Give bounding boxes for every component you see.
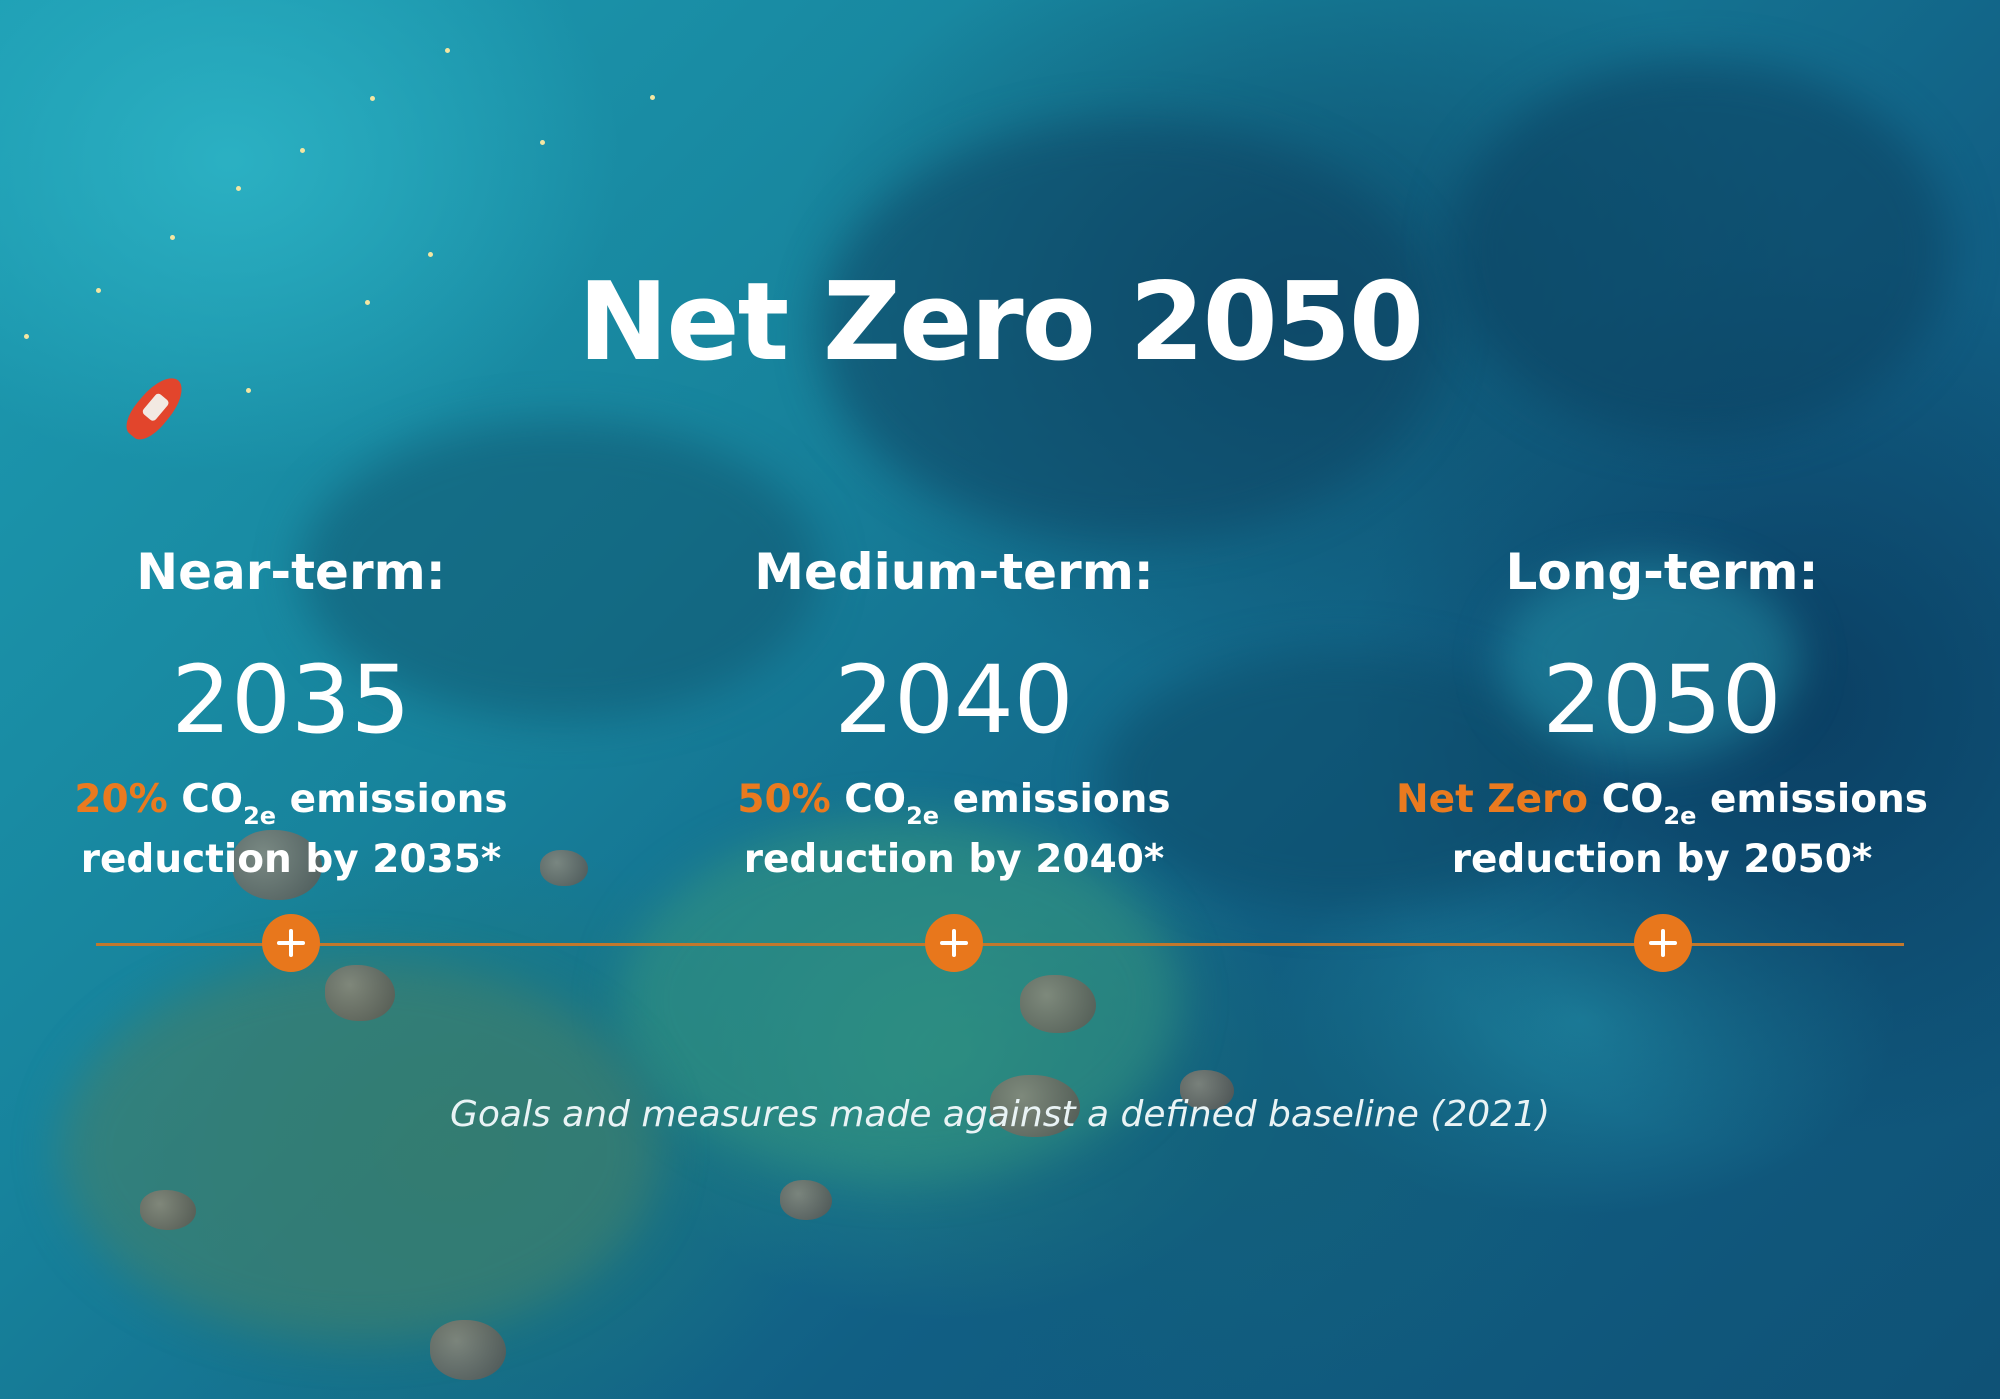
- target-year: 2040: [834, 646, 1074, 755]
- milestone-medium-term: Medium-term: 2040 50% CO2e emissions red…: [674, 540, 1234, 887]
- term-label: Long-term:: [1505, 543, 1819, 601]
- light-sand-patch: [1500, 560, 1800, 760]
- reduction-text: reduction by 2040*: [743, 837, 1165, 882]
- co2-subscript: 2e: [1663, 802, 1697, 830]
- buoy-dot: [96, 288, 101, 293]
- term-label: Medium-term:: [754, 543, 1154, 601]
- dark-seaweed-patch: [820, 120, 1440, 540]
- buoy-dot: [246, 388, 251, 393]
- timeline-line: [96, 943, 1904, 946]
- reduction-text: reduction by 2035*: [80, 837, 502, 882]
- plus-icon: [940, 929, 968, 957]
- goal-text: 50% CO2e emissions reduction by 2040*: [674, 772, 1234, 887]
- goal-highlight: 50%: [737, 777, 831, 822]
- rock: [1180, 1070, 1234, 1110]
- emissions-word: emissions: [952, 777, 1171, 822]
- buoy-dot: [300, 148, 305, 153]
- target-year: 2035: [171, 646, 411, 755]
- page-title: Net Zero 2050: [577, 260, 1424, 385]
- dark-seaweed-patch: [1100, 650, 1580, 910]
- rock: [325, 965, 395, 1021]
- expand-near-term-button[interactable]: [262, 914, 320, 972]
- rock: [140, 1190, 196, 1230]
- milestone-long-term: Long-term: 2050 Net Zero CO2e emissions …: [1382, 540, 1942, 887]
- co2-subscript: 2e: [906, 802, 940, 830]
- goal-text: Net Zero CO2e emissions reduction by 205…: [1382, 772, 1942, 887]
- reduction-text: reduction by 2050*: [1451, 837, 1873, 882]
- rock: [430, 1320, 506, 1380]
- co2-label: CO: [844, 777, 907, 822]
- buoy-dot: [236, 186, 241, 191]
- dark-seaweed-patch: [1450, 60, 1950, 440]
- co2-subscript: 2e: [243, 802, 277, 830]
- term-label: Near-term:: [136, 543, 446, 601]
- goal-highlight: 20%: [74, 777, 168, 822]
- plus-icon: [1649, 929, 1677, 957]
- dark-seaweed-patch: [300, 420, 820, 720]
- co2-label: CO: [1601, 777, 1664, 822]
- milestone-near-term: Near-term: 2035 20% CO2e emissions reduc…: [11, 540, 571, 887]
- rock: [780, 1180, 832, 1220]
- expand-medium-term-button[interactable]: [925, 914, 983, 972]
- expand-long-term-button[interactable]: [1634, 914, 1692, 972]
- buoy-dot: [650, 95, 655, 100]
- buoy-dot: [428, 252, 433, 257]
- rock: [232, 830, 322, 900]
- rock: [990, 1075, 1080, 1137]
- goal-highlight: Net Zero: [1395, 777, 1589, 822]
- rock: [540, 850, 588, 886]
- buoy-dot: [365, 300, 370, 305]
- baseline-footnote: Goals and measures made against a define…: [450, 1094, 1550, 1135]
- buoy-dot: [370, 96, 375, 101]
- goal-text: 20% CO2e emissions reduction by 2035*: [11, 772, 571, 887]
- buoy-dot: [24, 334, 29, 339]
- rock: [1020, 975, 1096, 1033]
- plus-icon: [277, 929, 305, 957]
- buoy-dot: [540, 140, 545, 145]
- emissions-word: emissions: [289, 777, 508, 822]
- shallow-reef-patch: [60, 960, 660, 1340]
- co2-label: CO: [181, 777, 244, 822]
- emissions-word: emissions: [1709, 777, 1929, 822]
- buoy-dot: [445, 48, 450, 53]
- buoy-dot: [170, 235, 175, 240]
- target-year: 2050: [1542, 646, 1782, 755]
